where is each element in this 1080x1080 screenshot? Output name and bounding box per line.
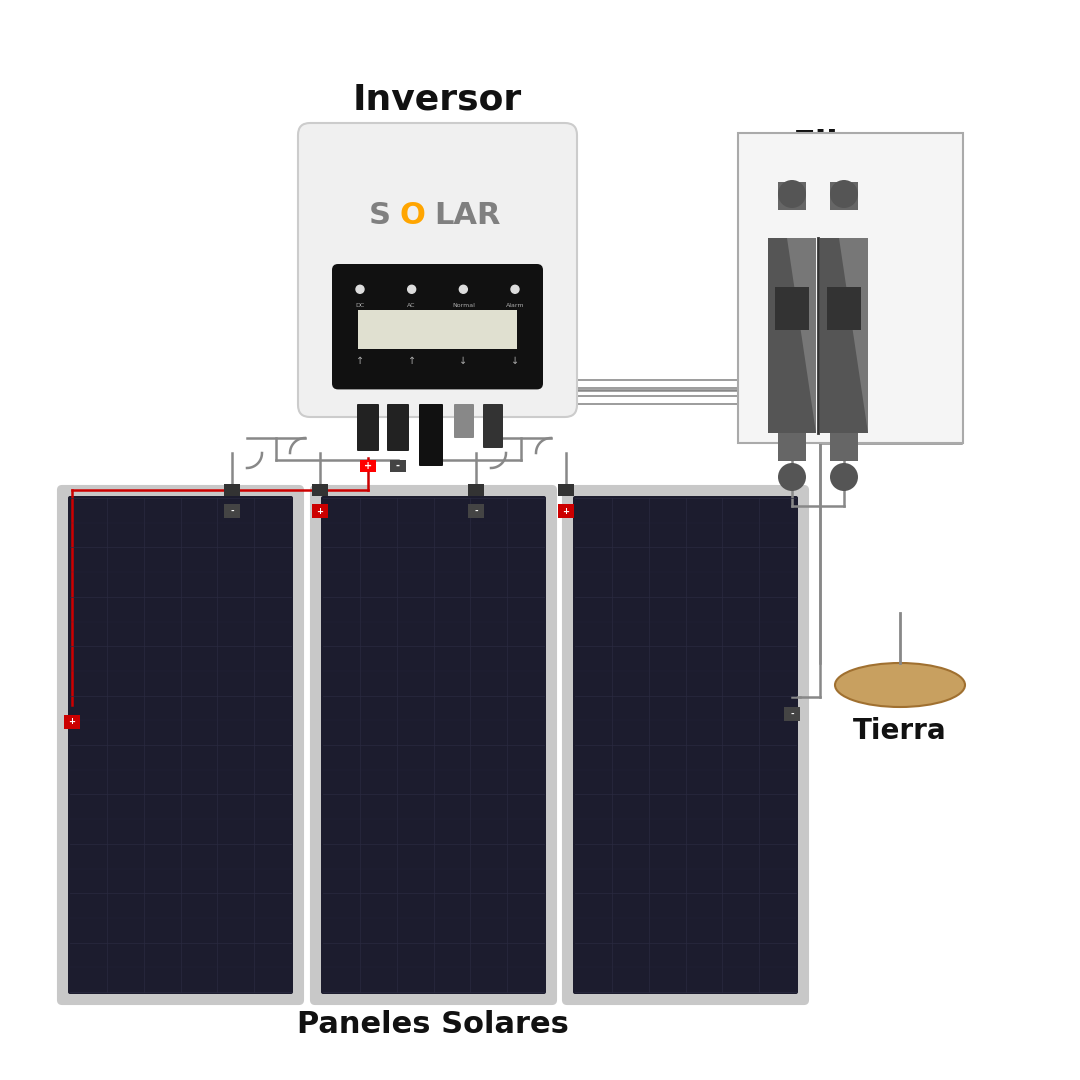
Bar bbox=[357, 310, 517, 350]
Ellipse shape bbox=[835, 663, 966, 707]
Polygon shape bbox=[787, 238, 816, 433]
Bar bbox=[778, 433, 807, 461]
Bar bbox=[738, 133, 963, 443]
Text: O: O bbox=[400, 202, 426, 230]
FancyBboxPatch shape bbox=[311, 486, 556, 1004]
Text: +: + bbox=[68, 717, 76, 727]
Text: Inversor: Inversor bbox=[353, 83, 522, 117]
Circle shape bbox=[831, 463, 858, 491]
FancyBboxPatch shape bbox=[558, 504, 573, 518]
Text: ↓: ↓ bbox=[459, 355, 468, 366]
FancyBboxPatch shape bbox=[468, 504, 484, 518]
FancyBboxPatch shape bbox=[68, 496, 293, 994]
Text: S: S bbox=[368, 202, 391, 230]
Text: Flipon: Flipon bbox=[793, 129, 908, 162]
Text: Paneles Solares: Paneles Solares bbox=[297, 1010, 569, 1039]
Bar bbox=[224, 484, 240, 496]
Circle shape bbox=[407, 285, 416, 294]
Circle shape bbox=[356, 285, 364, 294]
Text: AC: AC bbox=[407, 303, 416, 308]
FancyBboxPatch shape bbox=[360, 460, 376, 472]
Bar bbox=[312, 484, 328, 496]
Bar bbox=[820, 238, 868, 433]
Bar bbox=[768, 238, 816, 433]
Text: Normal: Normal bbox=[451, 303, 475, 308]
FancyBboxPatch shape bbox=[357, 404, 379, 451]
Text: ↑: ↑ bbox=[407, 355, 416, 366]
Text: +: + bbox=[364, 461, 373, 471]
Polygon shape bbox=[839, 238, 868, 433]
Text: ↑: ↑ bbox=[356, 355, 364, 366]
Circle shape bbox=[511, 285, 519, 294]
FancyBboxPatch shape bbox=[321, 496, 546, 994]
Text: DC: DC bbox=[355, 303, 365, 308]
FancyBboxPatch shape bbox=[312, 504, 328, 518]
FancyBboxPatch shape bbox=[64, 715, 80, 729]
Circle shape bbox=[459, 285, 468, 294]
FancyBboxPatch shape bbox=[58, 486, 303, 1004]
FancyBboxPatch shape bbox=[784, 707, 800, 721]
Bar bbox=[775, 287, 809, 329]
FancyBboxPatch shape bbox=[387, 404, 409, 451]
FancyBboxPatch shape bbox=[224, 504, 240, 518]
Bar bbox=[827, 287, 861, 329]
Bar bbox=[829, 183, 859, 210]
Bar bbox=[558, 484, 573, 496]
Text: -: - bbox=[230, 507, 233, 515]
Text: Alarm: Alarm bbox=[505, 303, 524, 308]
Text: -: - bbox=[791, 710, 794, 718]
Text: ↓: ↓ bbox=[511, 355, 519, 366]
FancyBboxPatch shape bbox=[390, 460, 406, 472]
Text: 220/230 v: 220/230 v bbox=[801, 173, 900, 192]
Bar bbox=[468, 484, 484, 496]
Text: -: - bbox=[474, 507, 477, 515]
FancyBboxPatch shape bbox=[573, 496, 798, 994]
FancyBboxPatch shape bbox=[483, 404, 503, 448]
Text: LAR: LAR bbox=[434, 202, 501, 230]
FancyBboxPatch shape bbox=[563, 486, 808, 1004]
Text: +: + bbox=[316, 507, 324, 515]
Bar bbox=[829, 433, 859, 461]
Bar bbox=[778, 183, 807, 210]
FancyBboxPatch shape bbox=[419, 404, 443, 465]
Circle shape bbox=[778, 463, 806, 491]
Text: -: - bbox=[396, 461, 400, 471]
FancyBboxPatch shape bbox=[454, 404, 474, 438]
Circle shape bbox=[778, 180, 806, 208]
Text: Tierra: Tierra bbox=[853, 717, 947, 745]
Text: +: + bbox=[563, 507, 569, 515]
FancyBboxPatch shape bbox=[298, 123, 577, 417]
FancyBboxPatch shape bbox=[332, 264, 543, 390]
Circle shape bbox=[831, 180, 858, 208]
